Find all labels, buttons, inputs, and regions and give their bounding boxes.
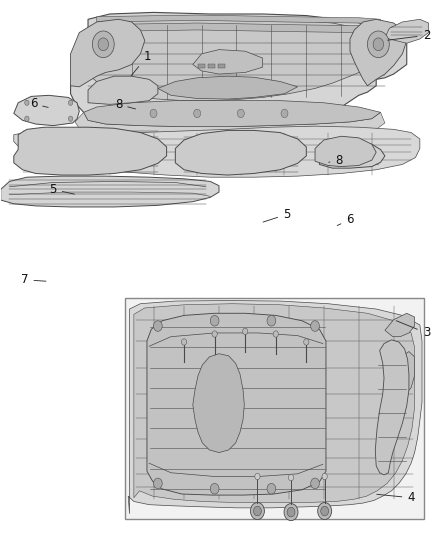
- Circle shape: [237, 109, 244, 118]
- Text: 6: 6: [337, 213, 354, 226]
- Circle shape: [150, 109, 157, 118]
- Text: 4: 4: [377, 491, 415, 504]
- Text: 8: 8: [328, 154, 343, 167]
- Circle shape: [181, 339, 187, 345]
- Circle shape: [255, 473, 260, 480]
- Circle shape: [273, 331, 279, 337]
- Bar: [198, 64, 205, 68]
- Text: 6: 6: [30, 98, 48, 110]
- Polygon shape: [175, 131, 306, 175]
- Polygon shape: [315, 136, 376, 166]
- Text: 7: 7: [21, 273, 46, 286]
- Polygon shape: [350, 19, 407, 86]
- Circle shape: [321, 506, 328, 516]
- Polygon shape: [14, 127, 166, 175]
- Circle shape: [373, 38, 384, 51]
- Polygon shape: [193, 354, 244, 453]
- Circle shape: [25, 116, 29, 122]
- Polygon shape: [375, 340, 409, 475]
- Circle shape: [284, 504, 298, 521]
- Circle shape: [304, 339, 309, 345]
- Polygon shape: [385, 313, 415, 337]
- Circle shape: [92, 31, 114, 58]
- Polygon shape: [97, 23, 381, 34]
- Polygon shape: [193, 50, 263, 74]
- Circle shape: [153, 478, 162, 489]
- Circle shape: [367, 31, 389, 58]
- Circle shape: [210, 316, 219, 326]
- Polygon shape: [71, 12, 407, 130]
- Text: 1: 1: [131, 50, 151, 76]
- Polygon shape: [385, 19, 428, 43]
- Text: 2: 2: [388, 29, 430, 42]
- Polygon shape: [319, 142, 385, 168]
- Circle shape: [254, 506, 261, 516]
- Circle shape: [251, 503, 265, 520]
- Polygon shape: [14, 126, 420, 177]
- FancyBboxPatch shape: [125, 298, 424, 519]
- Circle shape: [267, 483, 276, 494]
- Polygon shape: [71, 19, 145, 87]
- Polygon shape: [84, 101, 381, 127]
- Circle shape: [288, 474, 293, 481]
- Circle shape: [194, 109, 201, 118]
- Bar: [208, 64, 215, 68]
- Polygon shape: [75, 112, 385, 136]
- Polygon shape: [158, 76, 297, 99]
- Polygon shape: [385, 352, 415, 398]
- Bar: [218, 64, 225, 68]
- Circle shape: [68, 116, 73, 122]
- Text: 3: 3: [396, 321, 430, 340]
- Circle shape: [211, 51, 227, 70]
- Text: 5: 5: [49, 183, 74, 196]
- Circle shape: [311, 478, 319, 489]
- Polygon shape: [147, 313, 326, 495]
- Polygon shape: [1, 176, 219, 207]
- Circle shape: [267, 316, 276, 326]
- Circle shape: [318, 503, 332, 520]
- Circle shape: [243, 328, 248, 335]
- Polygon shape: [88, 76, 158, 104]
- Polygon shape: [14, 95, 79, 126]
- Text: 5: 5: [263, 208, 290, 222]
- Circle shape: [98, 38, 109, 51]
- Circle shape: [287, 507, 295, 517]
- Circle shape: [25, 100, 29, 106]
- Circle shape: [281, 109, 288, 118]
- Circle shape: [68, 100, 73, 106]
- Circle shape: [212, 331, 217, 337]
- Circle shape: [210, 483, 219, 494]
- Circle shape: [322, 473, 327, 480]
- Circle shape: [153, 321, 162, 332]
- Polygon shape: [97, 15, 381, 25]
- Polygon shape: [134, 304, 415, 503]
- Circle shape: [215, 55, 223, 66]
- Circle shape: [311, 321, 319, 332]
- Polygon shape: [128, 301, 422, 514]
- Text: 8: 8: [115, 98, 135, 111]
- Polygon shape: [88, 18, 389, 101]
